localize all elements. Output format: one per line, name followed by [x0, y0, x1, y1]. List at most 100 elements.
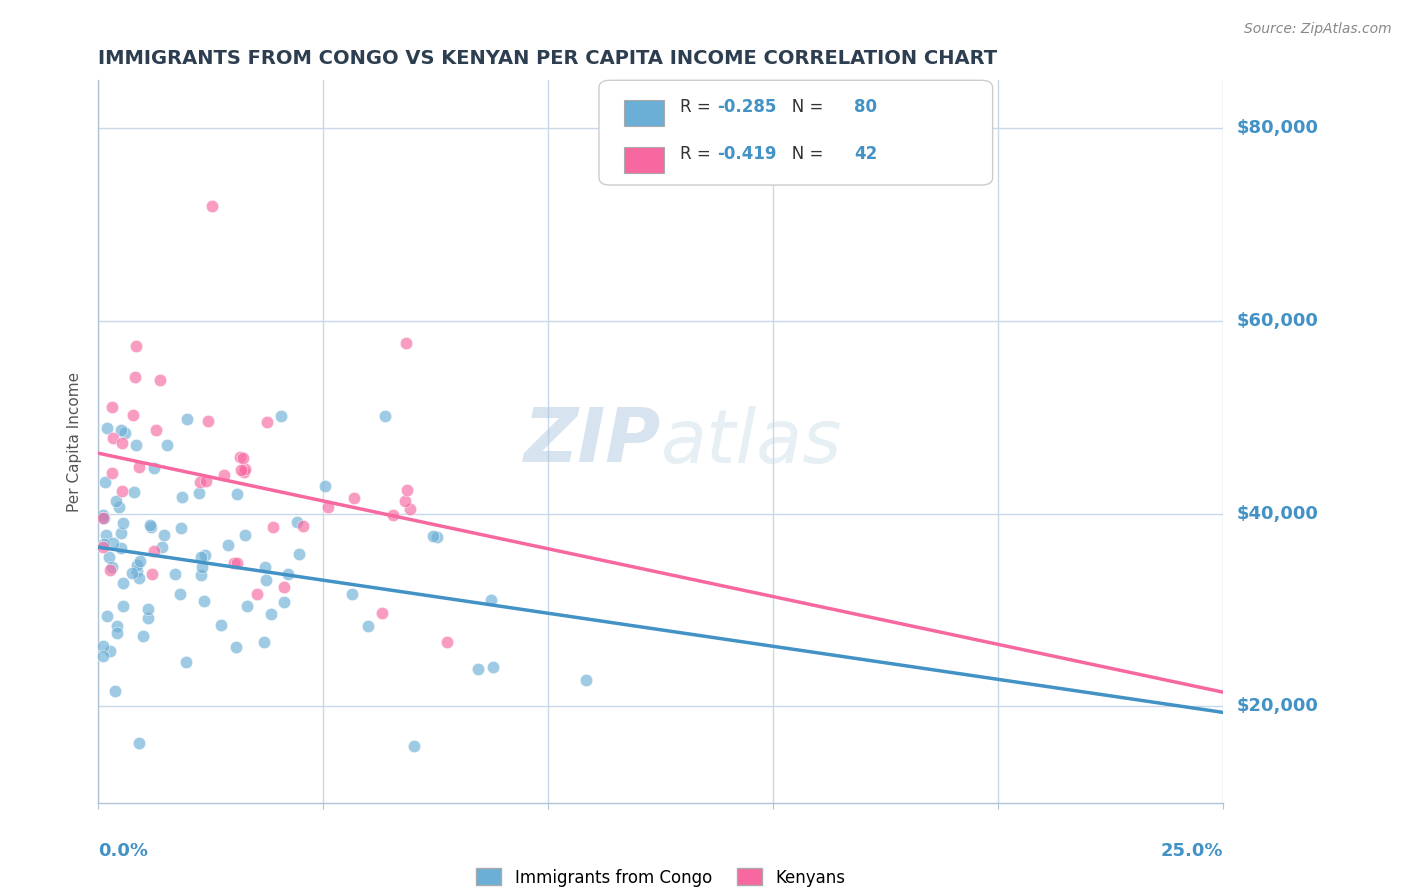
Point	[112, 576, 135, 591]
Point	[110, 541, 132, 555]
Point	[235, 462, 257, 476]
Point	[194, 549, 217, 563]
Point	[396, 483, 419, 498]
Point	[222, 556, 245, 570]
Point	[93, 510, 115, 524]
Point	[111, 516, 134, 531]
Point	[141, 567, 163, 582]
Point	[270, 409, 292, 423]
Point	[316, 500, 339, 515]
Point	[121, 408, 143, 422]
Point	[129, 554, 152, 568]
Point	[124, 437, 146, 451]
Point	[217, 538, 239, 552]
Point	[190, 568, 212, 582]
Point	[91, 640, 114, 654]
Point	[343, 491, 366, 505]
Point	[150, 540, 173, 554]
Point	[381, 508, 404, 523]
FancyBboxPatch shape	[624, 147, 664, 173]
Point	[277, 566, 299, 581]
Point	[170, 520, 193, 534]
Point	[125, 339, 148, 353]
Point	[288, 548, 311, 562]
Point	[398, 502, 420, 516]
Text: N =: N =	[776, 145, 828, 163]
Point	[100, 400, 122, 414]
Point	[91, 649, 114, 664]
Point	[197, 414, 219, 428]
Point	[111, 436, 134, 450]
Text: IMMIGRANTS FROM CONGO VS KENYAN PER CAPITA INCOME CORRELATION CHART: IMMIGRANTS FROM CONGO VS KENYAN PER CAPI…	[98, 48, 997, 68]
Point	[165, 566, 187, 581]
Text: N =: N =	[776, 98, 828, 116]
Point	[188, 475, 211, 490]
Point	[176, 412, 198, 426]
Point	[374, 409, 396, 424]
Point	[194, 474, 217, 488]
Point	[110, 525, 132, 540]
Point	[138, 601, 160, 615]
Point	[108, 500, 131, 515]
Point	[149, 373, 172, 387]
Point	[201, 198, 224, 212]
Point	[394, 335, 416, 350]
Point	[481, 660, 503, 674]
Point	[104, 684, 127, 698]
Point	[273, 595, 295, 609]
Point	[128, 735, 150, 749]
Point	[256, 415, 278, 429]
Y-axis label: Per Capita Income: Per Capita Income	[67, 371, 83, 512]
Point	[436, 635, 458, 649]
Point	[467, 662, 489, 676]
Point	[370, 606, 392, 620]
Point	[235, 599, 257, 613]
Point	[176, 655, 198, 669]
FancyBboxPatch shape	[599, 80, 993, 185]
Point	[127, 558, 149, 572]
Point	[127, 564, 149, 578]
Text: $40,000: $40,000	[1237, 505, 1319, 523]
Point	[402, 739, 425, 753]
Point	[357, 619, 380, 633]
Text: R =: R =	[681, 98, 716, 116]
Point	[233, 465, 256, 479]
Point	[575, 673, 598, 688]
Point	[246, 587, 269, 601]
Point	[111, 483, 134, 498]
Point	[104, 494, 127, 508]
Text: 0.0%: 0.0%	[98, 842, 149, 860]
Point	[101, 560, 124, 574]
Point	[285, 515, 308, 529]
Point	[191, 560, 214, 574]
Text: 25.0%: 25.0%	[1161, 842, 1223, 860]
Point	[96, 608, 118, 623]
Point	[112, 599, 135, 613]
Point	[260, 607, 283, 621]
Point	[131, 629, 153, 643]
Point	[156, 438, 179, 452]
Text: -0.285: -0.285	[717, 98, 776, 116]
Text: R =: R =	[681, 145, 716, 163]
Point	[273, 580, 295, 594]
Point	[233, 528, 256, 542]
Point	[314, 479, 336, 493]
Point	[340, 586, 363, 600]
Point	[142, 460, 165, 475]
Point	[97, 550, 120, 565]
Point	[229, 450, 252, 464]
Point	[209, 617, 232, 632]
Point	[145, 423, 167, 437]
Text: $80,000: $80,000	[1237, 120, 1319, 137]
Point	[128, 460, 150, 475]
Text: 80: 80	[855, 98, 877, 116]
Text: atlas: atlas	[661, 406, 842, 477]
Text: $60,000: $60,000	[1237, 312, 1319, 330]
Text: $20,000: $20,000	[1237, 698, 1319, 715]
Point	[479, 593, 502, 607]
Point	[94, 528, 117, 542]
Point	[114, 425, 136, 440]
Point	[253, 635, 276, 649]
Point	[152, 527, 174, 541]
Point	[253, 559, 276, 574]
